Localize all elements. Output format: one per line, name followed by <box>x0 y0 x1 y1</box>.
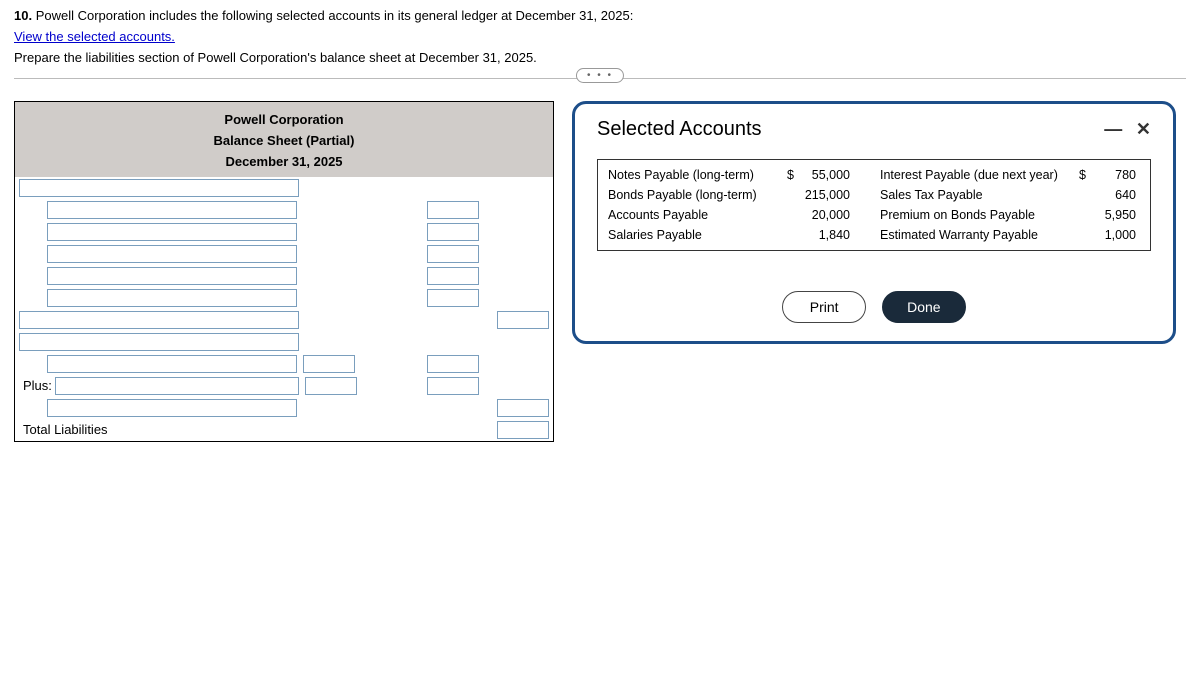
currency-symbol: $ <box>778 168 794 182</box>
account-value: 780 <box>1086 168 1136 182</box>
account-value: 5,950 <box>1086 208 1136 222</box>
amount-input[interactable] <box>427 201 479 219</box>
account-name: Interest Payable (due next year) <box>880 168 1070 182</box>
amount-input[interactable] <box>303 355 355 373</box>
line-item-input[interactable] <box>47 355 297 373</box>
sheet-title: Balance Sheet (Partial) <box>15 131 553 152</box>
total-liabilities-label: Total Liabilities <box>19 422 108 437</box>
subtotal-label-input[interactable] <box>19 311 299 329</box>
total-amount-input[interactable] <box>497 421 549 439</box>
plus-label: Plus: <box>19 378 55 393</box>
account-name: Bonds Payable (long-term) <box>608 188 778 202</box>
account-value: 640 <box>1086 188 1136 202</box>
accounts-table: Notes Payable (long-term)$55,000Interest… <box>597 159 1151 251</box>
account-name: Estimated Warranty Payable <box>880 228 1070 242</box>
account-value: 1,000 <box>1086 228 1136 242</box>
account-value: 215,000 <box>794 188 850 202</box>
amount-input[interactable] <box>427 267 479 285</box>
line-item-input[interactable] <box>47 267 297 285</box>
section-divider: • • • <box>14 78 1186 79</box>
account-name: Sales Tax Payable <box>880 188 1070 202</box>
line-item-input[interactable] <box>47 289 297 307</box>
line-item-input[interactable] <box>47 399 297 417</box>
problem-line1: Powell Corporation includes the followin… <box>32 8 633 23</box>
account-name: Premium on Bonds Payable <box>880 208 1070 222</box>
close-icon[interactable]: ✕ <box>1136 119 1151 140</box>
sheet-company: Powell Corporation <box>15 110 553 131</box>
section-header-input-2[interactable] <box>19 333 299 351</box>
selected-accounts-modal: Selected Accounts — ✕ Notes Payable (lon… <box>572 101 1176 344</box>
amount-input[interactable] <box>427 289 479 307</box>
currency-symbol: $ <box>1070 168 1086 182</box>
minimize-icon[interactable]: — <box>1104 119 1122 140</box>
account-name: Salaries Payable <box>608 228 778 242</box>
amount-input[interactable] <box>427 245 479 263</box>
line-item-input[interactable] <box>47 245 297 263</box>
account-value: 1,840 <box>794 228 850 242</box>
account-name: Accounts Payable <box>608 208 778 222</box>
line-item-input[interactable] <box>47 201 297 219</box>
done-button[interactable]: Done <box>882 291 966 323</box>
section-header-input-1[interactable] <box>19 179 299 197</box>
modal-title: Selected Accounts <box>597 118 762 141</box>
amount-input[interactable] <box>427 223 479 241</box>
print-button[interactable]: Print <box>782 291 866 323</box>
subtotal-amount-input[interactable] <box>497 399 549 417</box>
line-item-input[interactable] <box>47 223 297 241</box>
view-accounts-link[interactable]: View the selected accounts. <box>14 29 175 44</box>
problem-line2: Prepare the liabilities section of Powel… <box>14 48 1186 69</box>
amount-input[interactable] <box>427 377 479 395</box>
line-item-input[interactable] <box>55 377 299 395</box>
balance-sheet-worksheet: Powell Corporation Balance Sheet (Partia… <box>14 101 554 441</box>
problem-statement: 10. Powell Corporation includes the foll… <box>0 0 1200 70</box>
account-name: Notes Payable (long-term) <box>608 168 778 182</box>
divider-badge[interactable]: • • • <box>576 68 624 83</box>
subtotal-amount-input[interactable] <box>497 311 549 329</box>
amount-input[interactable] <box>427 355 479 373</box>
account-value: 55,000 <box>794 168 850 182</box>
problem-number: 10. <box>14 8 32 23</box>
account-value: 20,000 <box>794 208 850 222</box>
amount-input[interactable] <box>305 377 357 395</box>
sheet-date: December 31, 2025 <box>15 152 553 173</box>
